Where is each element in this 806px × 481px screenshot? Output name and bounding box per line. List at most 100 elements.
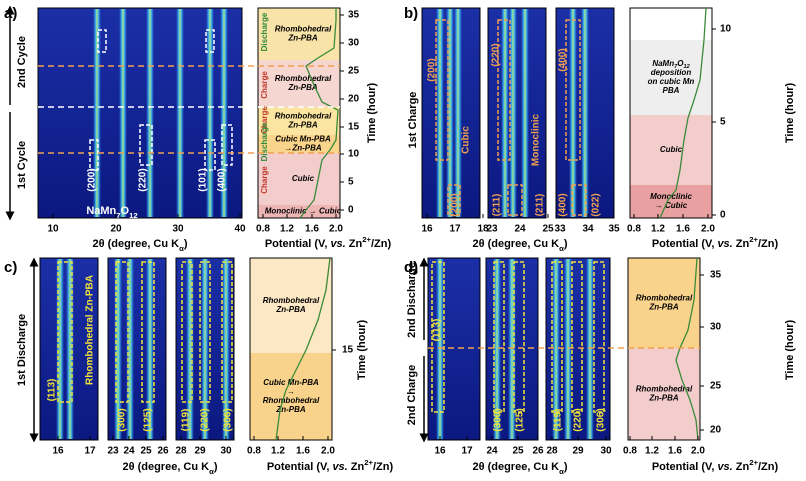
peak-box [139,124,153,166]
peak-box [141,261,155,403]
panel-label: c) [4,259,17,276]
potential-tick-label: 1.2 [280,224,294,235]
peak-label: (211) [535,194,546,217]
diffraction-peak [586,259,594,439]
x-tick-label: 40 [234,224,246,235]
diffraction-peak [56,259,64,439]
phase-label: deposition [651,68,692,77]
phase-annotation: NaMn7O12 [86,205,137,220]
text-part: α [209,467,214,476]
phase-label: Zn-PBA [275,305,306,314]
x-tick-label: 29 [194,446,206,457]
x-tick-label: 25 [542,224,554,235]
phase-label: Rhombohedral [263,396,320,405]
text-part: Potential (V, [652,238,718,250]
text-part: 2θ (degree, Cu K [472,238,559,250]
x-tick-label: 17 [461,446,473,457]
diffraction-peak [220,9,228,217]
x-tick-label: 16 [434,446,446,457]
diffraction-peak [126,259,134,439]
diffraction-peak [509,9,517,217]
text-part: 2θ (degree, Cu K [92,238,179,250]
text-part: ) [184,238,188,250]
x-tick-label: 34 [582,224,594,235]
peak-label: (300) [117,408,128,431]
x-tick-label: 29 [572,446,584,457]
text-part: NaMn [652,59,674,68]
peak-box [497,19,511,161]
x-tick-label: 30 [220,446,232,457]
diffraction-peak [201,259,209,439]
peak-box [221,124,233,166]
cycle-label: 2nd Charge [406,365,418,426]
phase-label: Rhombohedral [636,385,693,394]
text-part: Zn [346,238,363,250]
text-part: 2θ (degree, Cu K [122,461,209,473]
potential-tick-label: 1.6 [296,446,310,457]
peak-box [199,261,211,403]
phase-band [630,185,712,218]
peak-label: (119) [181,409,192,432]
potential-frame [257,7,341,219]
peak-box [57,261,73,403]
diffraction-peak [176,9,184,217]
cycle-label: 1st Discharge [16,314,28,386]
text-part: ) [564,238,568,250]
phase-band [258,8,340,60]
peak-label: (101) [198,168,209,191]
potential-curve [299,8,339,219]
x-tick-label: 35 [608,224,620,235]
x-tick-label: 16 [52,446,64,457]
x-axis-title: 2θ (degree, Cu Kα) [472,461,567,476]
phase-label: → Cubic [655,201,688,210]
peak-box [431,261,445,413]
text-part: vs. [717,461,732,473]
peak-label: Monoclinic [531,113,542,166]
text-part: /Zn) [758,238,778,250]
peak-label: (400) [558,48,569,71]
peak-label: (220) [573,408,584,431]
potential-axis-title: Potential (V, vs. Zn2+/Zn) [652,458,779,473]
x-tick-label: 25 [140,446,152,457]
text-part: ) [214,461,218,473]
x-tick-label: 23 [486,224,498,235]
phase-band [250,353,332,440]
diffraction-peak [206,9,214,217]
x-tick-label: 23 [107,446,119,457]
peak-box [507,184,523,216]
peak-box [115,261,129,403]
diffraction-peak [454,9,462,217]
phase-label: Monoclinic → Cubic [265,207,342,216]
text-part: 7 [674,64,678,70]
x-tick-label: 20 [110,224,122,235]
peak-label: (306) [596,408,607,431]
peak-box [447,184,461,216]
phase-label: Zn-PBA [287,34,318,43]
x-tick-label: 24 [486,446,498,457]
potential-tick-label: 1.2 [271,446,285,457]
diffraction-peak [146,9,154,217]
text-part: /Zn) [371,238,391,250]
diffraction-peak [186,259,194,439]
text-part: vs. [330,238,345,250]
peak-box [221,261,233,403]
potential-curve [675,257,699,441]
text-part: 2+ [362,235,371,244]
diffraction-peak [119,9,127,217]
peak-label: (125) [515,408,526,431]
phase-band [250,258,332,353]
cycle-label: 2nd Cycle [16,36,28,88]
peak-label: (200) [87,168,98,191]
peak-box [97,29,107,53]
cycle-label: 2nd Discharge [406,262,418,338]
text-part: 2+ [749,458,758,467]
diffraction-peak [436,9,444,217]
text-part: Potential (V, [265,238,331,250]
text-part: O [121,205,130,217]
potential-frame [249,257,333,441]
time-tick-label: 20 [348,94,360,105]
text-part: Zn [733,238,750,250]
text-part: NaMn [86,205,116,217]
